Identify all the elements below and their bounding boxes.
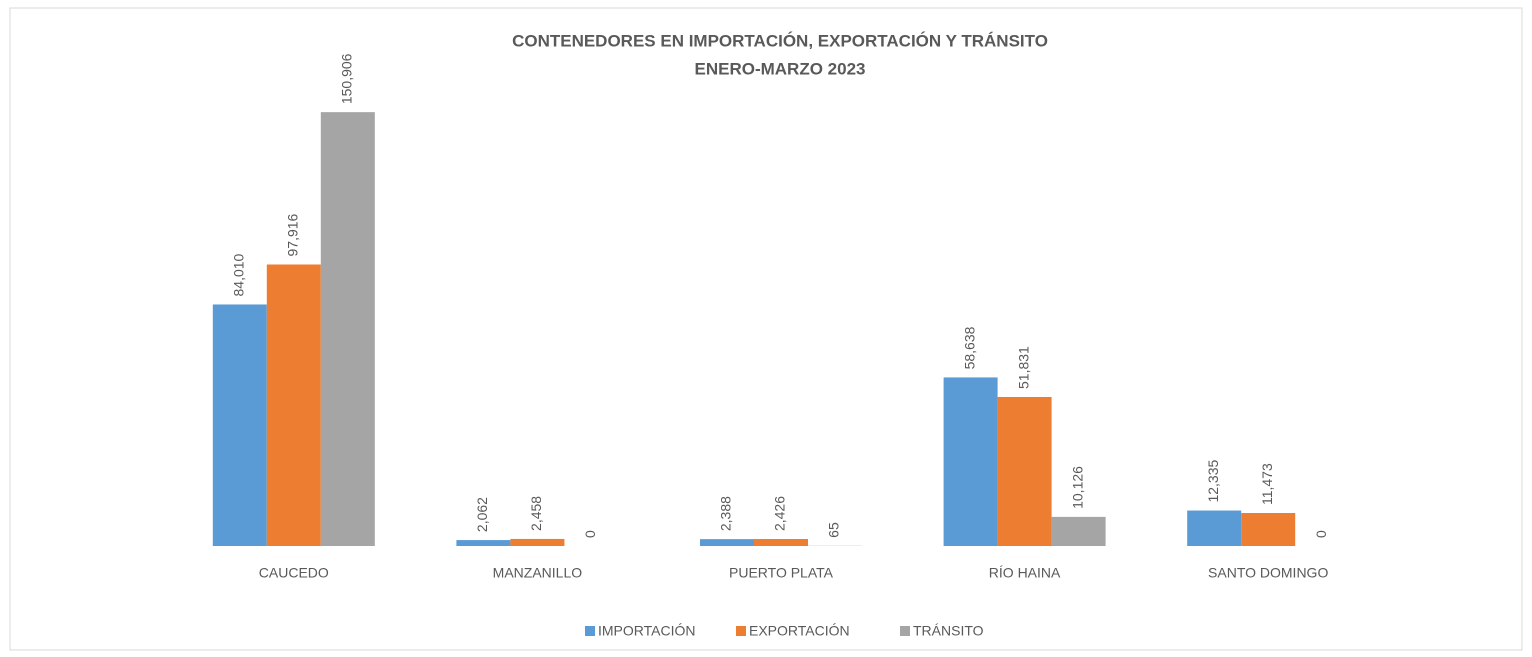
legend-swatch [900,626,910,636]
data-label: 84,010 [231,253,247,296]
bar [754,539,808,546]
data-label: 2,062 [474,497,490,532]
data-label: 58,638 [961,326,977,369]
legend-swatch [736,626,746,636]
data-label: 51,831 [1015,346,1031,389]
bar [320,112,375,546]
data-label: 2,388 [718,496,734,531]
data-label: 97,916 [285,213,301,256]
data-label: 2,426 [772,496,788,531]
legend-label: EXPORTACIÓN [749,623,850,639]
bar [1051,516,1106,546]
bar [212,304,267,546]
bar [700,539,754,546]
x-tick-label: RÍO HAINA [989,565,1061,581]
bar [943,377,998,546]
data-label: 0 [582,530,598,538]
legend-label: IMPORTACIÓN [598,623,696,639]
chart-title: CONTENEDORES EN IMPORTACIÓN, EXPORTACIÓN… [512,31,1048,50]
bar [456,540,511,546]
x-tick-label: MANZANILLO [493,565,583,581]
data-label: 0 [1313,530,1329,538]
data-label: 12,335 [1205,460,1221,503]
x-tick-label: SANTO DOMINGO [1208,565,1328,581]
legend-label: TRÁNSITO [913,623,984,639]
bar [510,538,565,546]
legend-swatch [585,626,595,636]
data-label: 2,458 [528,496,544,531]
bar [266,264,321,546]
chart-subtitle: ENERO-MARZO 2023 [695,59,866,78]
x-tick-label: CAUCEDO [259,565,329,581]
data-label: 10,126 [1069,466,1085,509]
data-label: 65 [826,522,842,538]
bar [1241,513,1296,546]
data-label: 11,473 [1259,463,1275,505]
x-tick-label: PUERTO PLATA [729,565,834,581]
bar [1187,510,1242,546]
bar [997,396,1052,546]
data-label: 150,906 [339,53,355,104]
